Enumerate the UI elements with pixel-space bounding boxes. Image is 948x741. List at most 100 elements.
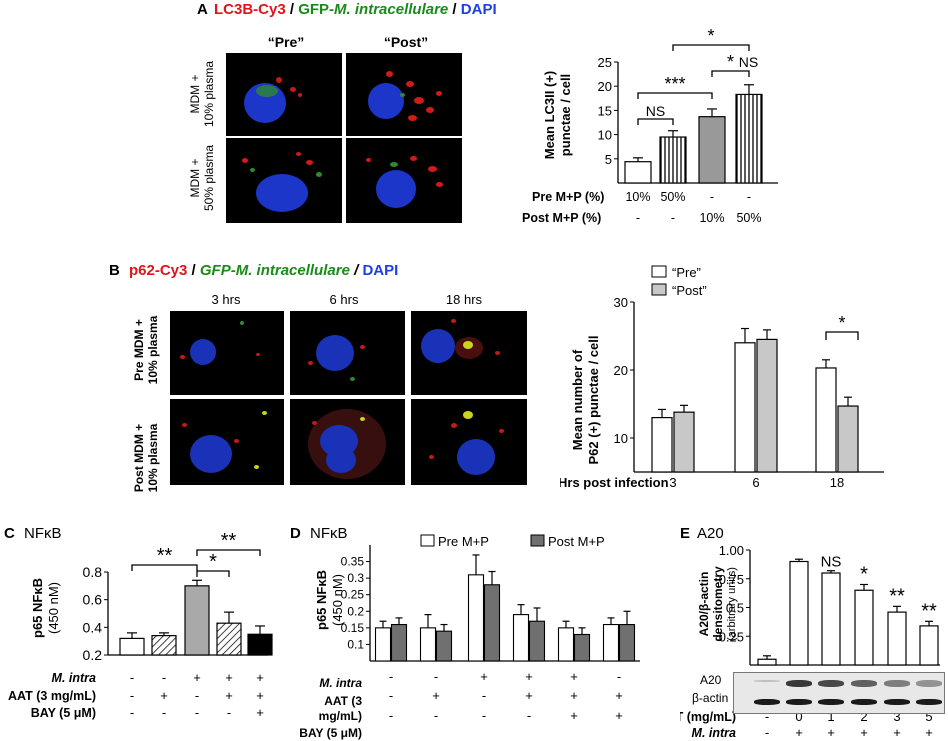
chart-d-row-0-5: - xyxy=(617,669,621,684)
blot-band-a20-3 xyxy=(851,680,877,687)
panel-a-table-r1-c1: 50% xyxy=(660,190,686,204)
chart-c-bracket-1 xyxy=(131,564,198,571)
chart-c-bracket-3-label: ** xyxy=(221,530,237,552)
chart-c-bracket-2 xyxy=(196,570,230,577)
panel-c-letter: C xyxy=(4,525,15,542)
chart-e-row-0-3: 2 xyxy=(860,709,867,724)
chart-e-row-1-2: + xyxy=(827,725,835,740)
chart-c-row-1-0: - xyxy=(130,688,134,703)
blot-band-actin-5 xyxy=(916,699,942,705)
chart-b-bar-0-1 xyxy=(734,342,756,473)
blot-band-actin-4 xyxy=(884,699,910,705)
chart-d-row-1-2: - xyxy=(482,688,486,703)
panel-a-table-r1-c2: - xyxy=(709,190,715,204)
chart-e-row-1-0: - xyxy=(765,725,769,740)
chart-c-bracket-2-label: * xyxy=(209,551,217,573)
chart-d-row-2-5: + xyxy=(615,708,623,723)
chart-c-bar-4 xyxy=(247,633,273,656)
chart-d-row-2-1: - xyxy=(434,708,438,723)
chart-b-bar-1-2 xyxy=(837,405,859,473)
chart-d-legend-label-1: Post M+P xyxy=(548,534,605,549)
chart-b-legend-swatch-1 xyxy=(651,283,667,296)
blot-band-a20-2 xyxy=(818,680,844,687)
chart-c-plot: 0.20.40.60.8** ***M. intra - - + + +AAT (3 mg/… xyxy=(8,530,273,720)
chart-d-row-2-2: - xyxy=(482,708,486,723)
chart-e-ylabel-1: A20/β-actin xyxy=(697,572,711,637)
chart-c-row-2-2: - xyxy=(195,705,199,720)
panel-a-table-r1-c3: - xyxy=(746,190,752,204)
panel-e-letter: E xyxy=(680,525,691,542)
blot-label-actin: β-actin xyxy=(692,691,729,705)
panel-b-title: p62-Cy3 / GFP-M. intracellulare / DAPI xyxy=(129,262,398,280)
chart-c-row-1-2: - xyxy=(195,688,199,703)
panel-a-title-part-2: GFP- xyxy=(298,1,335,18)
chart-a-ylabel-2: punctae / cell xyxy=(558,74,573,156)
chart-b-bracket xyxy=(825,331,859,340)
chart-c-bar-0 xyxy=(119,637,145,656)
chart-d-ytick-label: 0.3 xyxy=(347,571,364,585)
chart-a-ytick-label: 5 xyxy=(605,152,612,167)
panel-b-title-part-1: / xyxy=(187,262,200,279)
chart-c-bar-2 xyxy=(184,585,210,656)
panel-b-title-part-2: GFP-M. intracellulare xyxy=(199,262,350,279)
chart-a-bracket-star-label: * xyxy=(727,52,734,72)
chart-c-ytick-label: 0.2 xyxy=(83,647,103,663)
micrograph-a-pre-50 xyxy=(226,138,342,223)
chart-b-xlabel: Hrs post infection xyxy=(560,475,669,490)
blot-band-a20-4 xyxy=(884,680,910,687)
panel-b-title-part-0: p62-Cy3 xyxy=(129,262,188,279)
chart-e-row-0-5: 5 xyxy=(925,709,932,724)
chart-a-ytick-label: 15 xyxy=(598,103,612,118)
chart-e-row-1-5: + xyxy=(925,725,933,740)
micrograph-b-post-18h xyxy=(411,399,527,485)
panel-a-title-part-1: / xyxy=(285,1,299,18)
chart-c-row-label-1: AAT (3 mg/mL) xyxy=(8,689,96,703)
micrograph-b-post-3h xyxy=(170,399,284,485)
chart-e-ytick-label: 1.00 xyxy=(719,543,744,558)
chart-a-bar-0 xyxy=(624,161,652,184)
chart-d-bar-0-4 xyxy=(557,627,575,662)
chart-b-ytick-label: 30 xyxy=(614,295,628,310)
chart-e-row-label-0: AAT (mg/mL) xyxy=(680,710,736,724)
chart-a-ns2: NS xyxy=(739,54,758,70)
chart-d-bar-1-3 xyxy=(528,620,546,662)
chart-b: Mean number of P62 (+) punctae / cell 10… xyxy=(560,265,884,490)
panel-a-table-r2-c0: - xyxy=(635,211,641,225)
micrograph-a-pre-10 xyxy=(226,53,342,136)
chart-e-annot-5: ** xyxy=(921,600,937,622)
chart-e-row-0-1: 0 xyxy=(795,709,802,724)
chart-e-row-1-4: + xyxy=(893,725,901,740)
panel-b-letter: B xyxy=(109,262,120,279)
panel-a-title-part-5: DAPI xyxy=(460,1,497,18)
chart-b-plot: 10 20 30 Hrs post infection 3 6 18 “Pre” “Post” * xyxy=(560,265,884,490)
chart-a-bracket-3star xyxy=(637,92,713,99)
chart-c-row-label-2: BAY (5 μM) xyxy=(31,706,96,720)
micrograph-b-pre-6h xyxy=(290,311,405,395)
chart-b-xtick-label: 18 xyxy=(830,475,844,490)
chart-c-row-0-0: - xyxy=(130,670,134,685)
chart-e-ylabel-2: densitometry xyxy=(711,566,725,642)
chart-d-ytick-label: 0.35 xyxy=(341,555,365,569)
chart-c-bar-1 xyxy=(151,635,177,656)
blot-band-actin-0 xyxy=(754,699,780,705)
chart-e-ylabel-3: (arbitrary units) xyxy=(726,567,738,641)
chart-e-bar-1 xyxy=(789,560,809,666)
micrograph-b-post-6h xyxy=(290,399,405,485)
blot-band-actin-1 xyxy=(786,699,812,705)
panel-b-time-18: 18 hrs xyxy=(445,292,483,307)
chart-a-bracket-top-label: * xyxy=(707,26,714,46)
panel-a-letter: A xyxy=(197,1,208,18)
chart-c-row-1-1: + xyxy=(160,688,168,703)
chart-a-ytick-label: 25 xyxy=(598,55,612,70)
chart-d-legend-swatch-0 xyxy=(420,534,435,547)
chart-c-bracket-1-label: ** xyxy=(157,545,173,567)
chart-d-row-2-0: - xyxy=(389,708,393,723)
panel-a-table-row2-label: Post M+P (%) xyxy=(522,211,602,225)
blot-band-actin-3 xyxy=(851,699,877,705)
panel-a-row2-label: MDM +50% plasma xyxy=(188,144,216,212)
chart-e-ytick-label: 0.5 xyxy=(726,601,744,616)
chart-a-ytick-label: 20 xyxy=(598,79,612,94)
panel-a-col-pre: “Pre” xyxy=(267,34,305,50)
